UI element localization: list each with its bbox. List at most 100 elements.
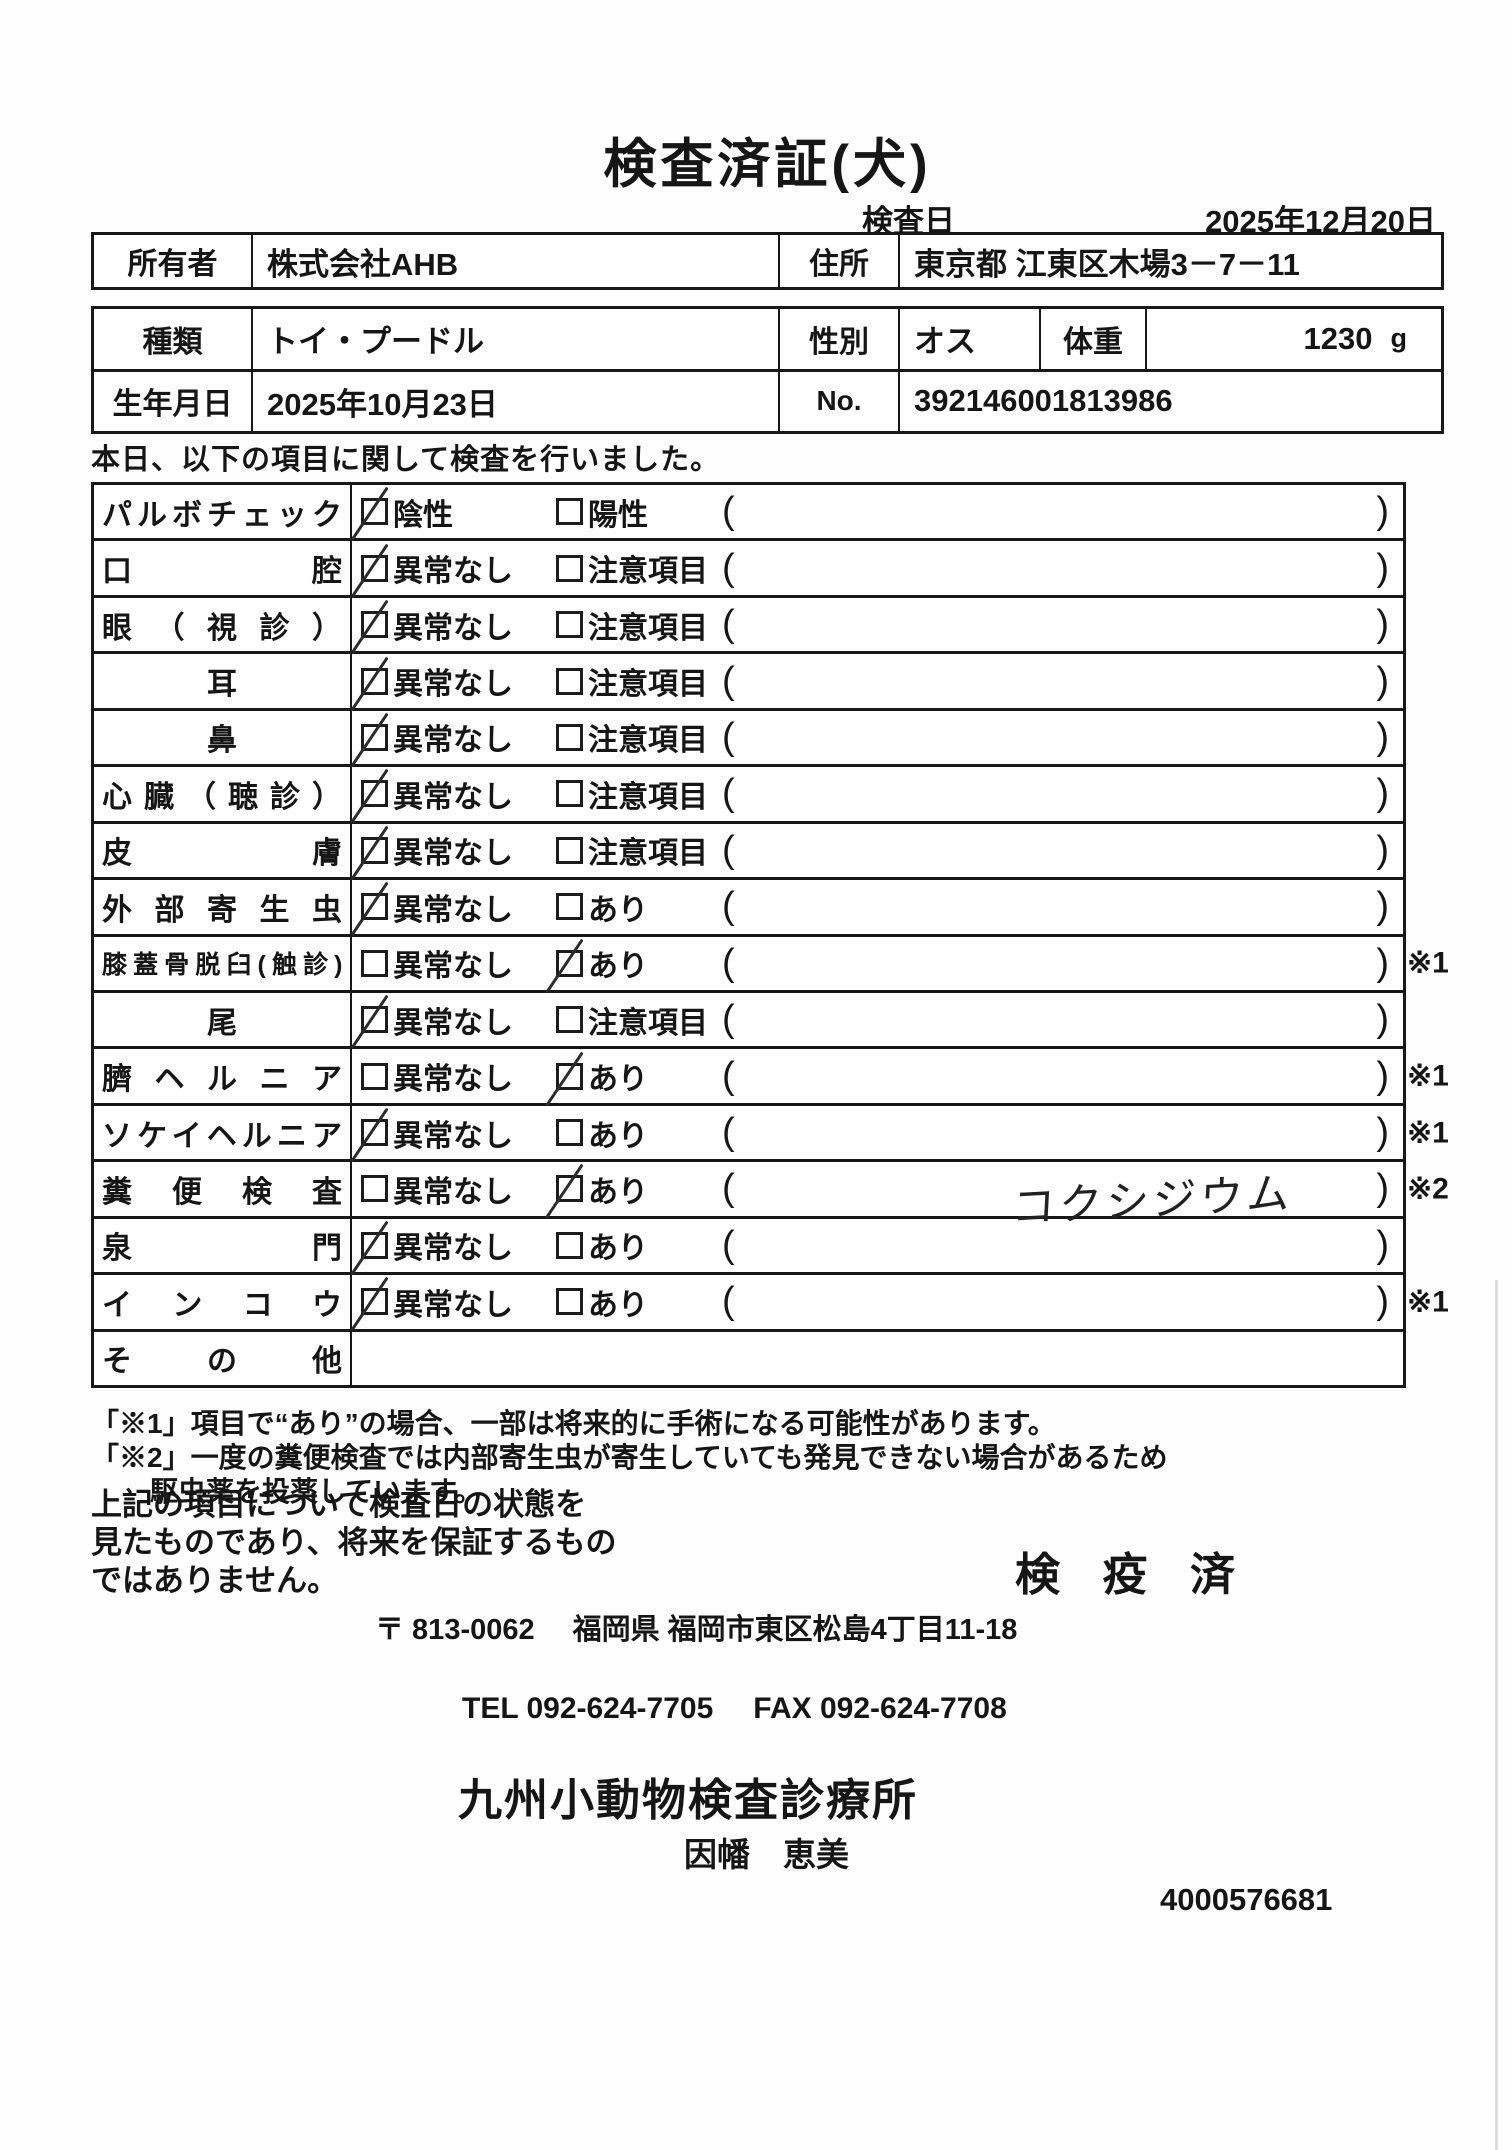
option-2: 注意項目: [556, 603, 722, 647]
checkbox-icon: [556, 723, 583, 751]
paren-open: (: [722, 603, 735, 646]
option-2: あり: [556, 1167, 722, 1211]
checklist-row: 泉門 異常なし あり ( ): [94, 1215, 1403, 1273]
option-1: 異常なし: [352, 885, 556, 929]
sex-label: 性別: [778, 309, 898, 369]
checklist-item-label: 泉門: [102, 1232, 342, 1266]
option-1-label: 異常なし: [393, 1288, 513, 1322]
option-1-label: 異常なし: [393, 611, 513, 645]
option-1: 異常なし: [352, 1111, 556, 1155]
checkbox-icon: [361, 498, 388, 526]
checklist-item-label: 心臓（聴診）: [102, 780, 342, 814]
checklist-row-content: 異常なし あり ( ): [352, 937, 1403, 990]
checklist-row-content: 異常なし あり ( ): [352, 1049, 1403, 1102]
checklist-row: 皮膚 異常なし 注意項目 ( ): [94, 820, 1403, 878]
checkbox-icon: [361, 836, 388, 864]
option-2: 注意項目: [556, 546, 722, 590]
remarks-parentheses: ( ): [722, 1167, 1403, 1210]
footnote-mark: ※1: [1407, 1285, 1449, 1319]
checklist-row-content: 異常なし あり ( ): [352, 1106, 1403, 1159]
pet-row-2: 生年月日 2025年10月23日 No. 392146001813986: [94, 368, 1441, 431]
footnote-2-line2: 駆虫薬を投薬しています。: [150, 1476, 483, 1507]
checklist-row: 心臓（聴診） 異常なし 注意項目 ( ): [94, 764, 1403, 821]
checkbox-icon: [556, 554, 583, 582]
paren-close: ): [1376, 603, 1389, 646]
checklist-row: 外部寄生虫 異常なし あり ( ): [94, 877, 1403, 934]
birthdate-value: 2025年10月23日: [251, 371, 778, 431]
checklist-row-content: [352, 1332, 1403, 1385]
checkbox-icon: [361, 1175, 388, 1203]
checklist-row-content: 異常なし あり ( ): [352, 1275, 1403, 1328]
option-2-label: 注意項目: [588, 724, 708, 758]
checklist-item-label: 口腔: [102, 555, 342, 589]
footnote-1: 「※1」項目で“あり”の場合、一部は将来的に手術になる可能性があります。: [91, 1408, 1056, 1439]
clinic-fax: FAX 092-624-7708: [753, 1692, 1007, 1725]
checkbox-icon: [361, 893, 388, 921]
disclaimer-line-3: ではありません。: [91, 1563, 339, 1598]
option-1-label: 異常なし: [393, 555, 513, 589]
checklist-row-content: 異常なし 注意項目 ( ): [352, 711, 1403, 764]
checklist-item-label: その他: [102, 1345, 342, 1379]
weight-label: 体重: [1039, 309, 1145, 369]
paren-close: ): [1376, 772, 1389, 815]
paren-open: (: [722, 941, 735, 984]
checklist-row-content: 異常なし あり ( ): [352, 880, 1403, 933]
remarks-parentheses: ( ): [722, 660, 1403, 703]
paren-close: ): [1376, 490, 1389, 533]
checkbox-icon: [556, 667, 583, 695]
option-2-label: 注意項目: [588, 668, 708, 702]
option-2: 注意項目: [556, 772, 722, 816]
scan-edge-shadow: [1495, 1280, 1498, 2150]
address-value: 東京都 江東区木場3－7－11: [898, 235, 1441, 287]
checklist-item-label-cell: 耳: [94, 654, 352, 708]
checklist-item-label: 臍ヘルニア: [102, 1063, 342, 1097]
checklist-row: 臍ヘルニア 異常なし あり ( ) ※1: [94, 1046, 1449, 1103]
option-1: 異常なし: [352, 715, 556, 759]
sex-value: オス: [898, 309, 1039, 369]
checklist-item-label: ソケイヘルニア: [102, 1119, 342, 1153]
breed-label: 種類: [142, 325, 203, 359]
checkbox-icon: [361, 554, 388, 582]
checkbox-icon: [361, 667, 388, 695]
checkbox-icon: [556, 780, 583, 808]
option-2-label: あり: [588, 1175, 648, 1209]
paren-close: ): [1376, 1111, 1389, 1154]
pet-table: 種類 トイ・プードル 性別 オス 体重 1230 g 生年月日 2025年10月…: [91, 306, 1444, 434]
checkbox-icon: [361, 780, 388, 808]
checklist-item-label-cell: 皮膚: [94, 823, 352, 878]
option-1-label: 異常なし: [393, 837, 513, 871]
page-title: 検査済証(犬): [603, 135, 932, 194]
checkbox-icon: [556, 1119, 583, 1147]
option-2: 陽性: [556, 490, 722, 534]
paren-close: ): [1376, 1167, 1389, 1210]
serial-number: 4000576681: [1160, 1882, 1333, 1917]
option-1: 異常なし: [352, 1167, 556, 1211]
checklist-item-label: 眼（視診）: [102, 611, 342, 645]
checklist-row: 鼻 異常なし 注意項目 ( ): [94, 707, 1403, 765]
checklist-item-label-cell: 心臓（聴診）: [94, 767, 352, 821]
checklist-row: ソケイヘルニア 異常なし あり ( ) ※1: [94, 1102, 1449, 1160]
checklist-item-label-cell: 外部寄生虫: [94, 880, 352, 934]
option-1: 異常なし: [352, 998, 556, 1042]
paren-open: (: [722, 659, 735, 702]
paren-close: ): [1376, 1280, 1389, 1323]
checklist-row-content: 異常なし 注意項目 ( ): [352, 541, 1403, 594]
disclaimer-line-1: 上記の項目について検査日の状態を: [91, 1487, 587, 1522]
option-1-label: 異常なし: [393, 950, 513, 984]
id-number-value: 392146001813986: [898, 371, 1441, 431]
paren-close: ): [1376, 941, 1389, 984]
paren-close: ): [1376, 1054, 1389, 1097]
option-2: あり: [556, 1054, 722, 1098]
checklist-item-label: インコウ: [102, 1288, 342, 1322]
paren-close: ): [1376, 885, 1389, 928]
remarks-parentheses: ( ): [722, 490, 1403, 533]
option-1-label: 異常なし: [393, 1119, 513, 1153]
option-1: 異常なし: [352, 1054, 556, 1098]
paren-open: (: [722, 885, 735, 928]
option-2-label: 注意項目: [588, 837, 708, 871]
remarks-parentheses: ( ): [722, 772, 1403, 815]
intro-text: 本日、以下の項目に関して検査を行いました。: [91, 444, 721, 476]
remarks-parentheses: ( ): [722, 1224, 1403, 1267]
option-2-label: あり: [588, 1232, 648, 1266]
